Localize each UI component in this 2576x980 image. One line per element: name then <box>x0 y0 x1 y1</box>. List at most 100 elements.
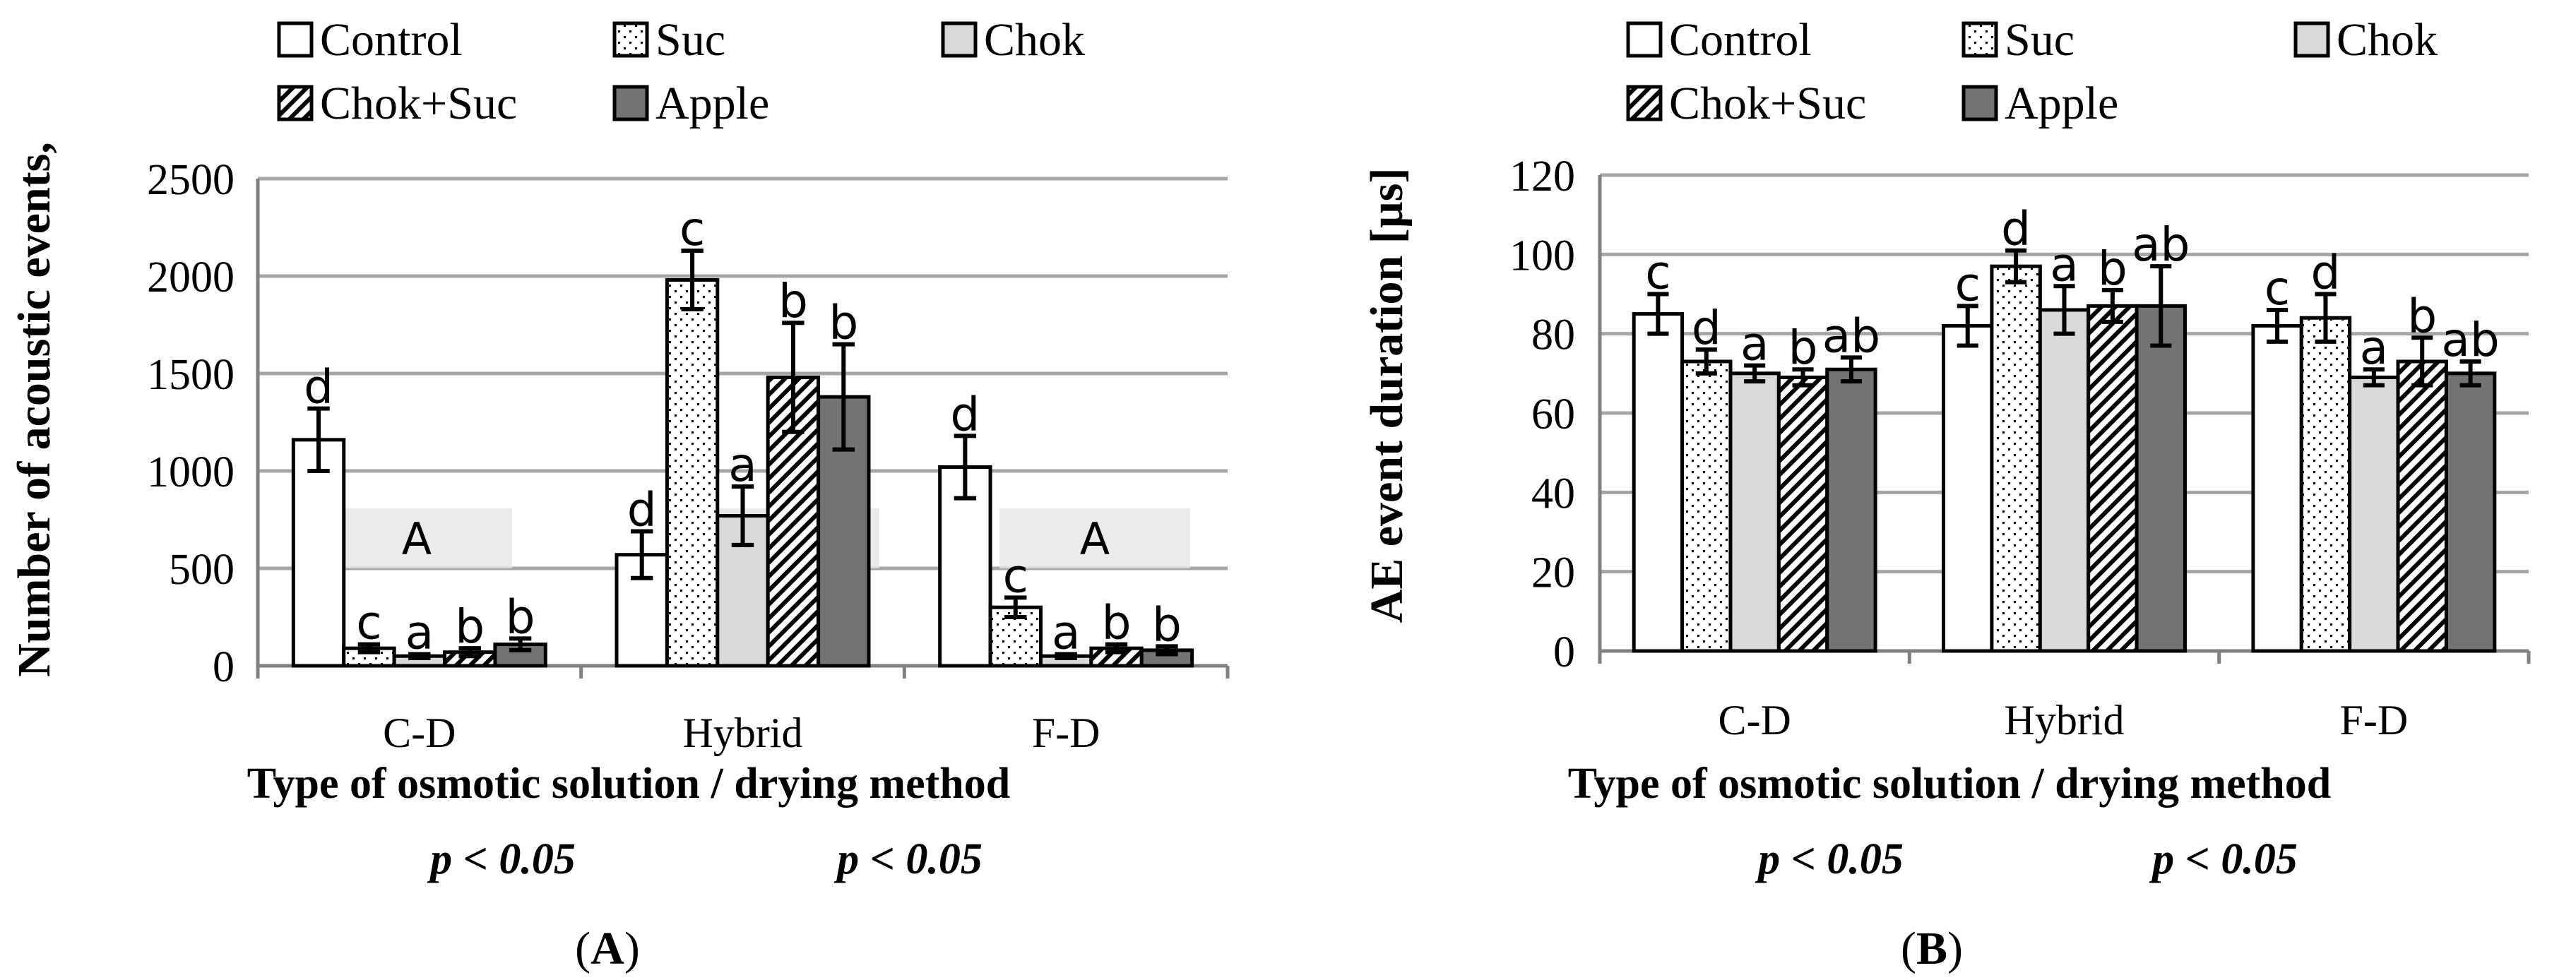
panel-a-y-tick-label: 1000 <box>147 448 235 496</box>
panel-b-y-tick-label: 0 <box>1553 628 1575 676</box>
panel-b-x-categories: C-D Hybrid F-D <box>1718 697 2408 743</box>
panel-b-bar-chok-c-d <box>1728 371 1781 653</box>
panel-b-y-tick-label: 80 <box>1531 311 1575 359</box>
panel-b-legend-label-control: Control <box>1669 14 1812 66</box>
panel-a-x-categories: C-D Hybrid F-D <box>383 710 1100 756</box>
panel-a-letter-suc-f-d: c <box>1003 549 1028 603</box>
panel-a-category-hybrid: Hybrid <box>683 710 803 756</box>
panel-b-legend-swatch-chok <box>2293 21 2330 58</box>
panel-a-y-tick-label: 2500 <box>147 156 235 204</box>
panel-a-legend-label-suc: Suc <box>655 14 725 66</box>
panel-a-legend-swatch-control <box>277 21 314 58</box>
panel-b-letter-chok-hybrid: a <box>2050 237 2078 292</box>
panel-a-y-tick-label: 1500 <box>147 351 235 399</box>
panel-b-letter-suc-f-d: d <box>2311 246 2341 300</box>
panel-a-legend-swatch-chok-suc <box>277 85 314 121</box>
panel-a-y-tick-label: 500 <box>169 546 235 594</box>
panel-a-legend-label-chok: Chok <box>984 14 1085 66</box>
panel-b-legend-label-suc: Suc <box>2005 14 2075 66</box>
panel-b-letter-apple-f-d: ab <box>2441 313 2499 367</box>
panel-a-label: (A) <box>575 923 640 974</box>
panel-a-y-tick-label: 0 <box>213 643 235 691</box>
panel-a-group-letter: A <box>402 513 432 565</box>
panel-a-legend-label-apple: Apple <box>655 78 769 129</box>
panel-b-category-hybrid: Hybrid <box>2005 697 2125 743</box>
panel-b-p-value-2: p < 0.05 <box>2149 835 2298 883</box>
panel-b-bar-control-f-d <box>2251 323 2303 653</box>
panel-b-y-ticks: 0 20 40 60 80 100 120 <box>1509 153 1575 676</box>
panel-a-y-tick-label: 2000 <box>147 253 235 301</box>
panel-b-letter-control-f-d: c <box>2265 261 2290 316</box>
panel-b-letter-chok-c-d: a <box>1740 317 1769 371</box>
panel-a-letter-control-f-d: d <box>950 387 980 441</box>
panel-a-legend-label-chok-suc: Chok+Suc <box>320 78 517 129</box>
panel-a-letter-suc-hybrid: c <box>679 202 705 256</box>
panel-b-y-axis-title: AE event duration [µs] <box>1361 168 1413 623</box>
panel-a-p-value-1: p < 0.05 <box>427 835 576 883</box>
panel-b-category-c-d: C-D <box>1718 697 1791 743</box>
panel-b-bar-apple-f-d <box>2444 371 2497 653</box>
panel-a-letter-apple-c-d: b <box>506 590 535 644</box>
panel-b-y-tick-label: 40 <box>1531 470 1575 518</box>
panel-a-letter-apple-hybrid: b <box>829 296 858 350</box>
panel-b-letter-chok-suc-c-d: b <box>1788 321 1818 375</box>
panel-a-letter-chok-suc-c-d: b <box>455 599 485 654</box>
panel-b-letter-chok-f-d: a <box>2360 321 2388 375</box>
panel-b-letter-chok-suc-f-d: b <box>2407 289 2437 343</box>
panel-a-y-ticks: 0 500 1000 1500 2000 2500 <box>147 156 235 691</box>
panel-a-letter-chok-suc-f-d: b <box>1102 596 1132 650</box>
panel-a-letter-suc-c-d: c <box>356 596 381 650</box>
panel-b-legend-label-apple: Apple <box>2005 78 2118 129</box>
panel-b-bar-chok-suc-hybrid <box>2087 304 2139 653</box>
panel-b-bar-chok-suc-c-d <box>1776 375 1829 653</box>
panel-b-legend: Control Suc Chok Chok+Suc Apple <box>1626 14 2438 129</box>
panel-a-x-axis-title: Type of osmotic solution / drying method <box>247 760 1010 808</box>
panel-a-legend-label-control: Control <box>320 14 463 66</box>
panel-b-bar-control-c-d <box>1632 312 1685 653</box>
panel-b-letter-control-c-d: c <box>1645 246 1670 300</box>
panel-a-bar-control-c-d <box>291 438 346 668</box>
panel-b-legend-swatch-control <box>1626 21 1663 58</box>
panel-a-letter-chok-hybrid: a <box>728 438 756 492</box>
panel-b-bar-apple-c-d <box>1825 367 1877 653</box>
panel-b-bar-suc-f-d <box>2299 316 2352 653</box>
panel-b-letter-apple-hybrid: ab <box>2132 217 2190 272</box>
panel-b-bar-suc-c-d <box>1680 359 1733 653</box>
panel-a-letter-chok-c-d: a <box>405 605 434 659</box>
panel-b-bar-chok-f-d <box>2348 375 2400 653</box>
panel-b-y-tick-label: 60 <box>1531 390 1575 438</box>
panel-b-legend-swatch-chok-suc <box>1626 85 1663 121</box>
panel-a-legend-swatch-apple <box>612 85 649 121</box>
panel-b-bars <box>1632 264 2497 653</box>
panel-b-letter-apple-c-d: ab <box>1822 309 1880 363</box>
panel-b-legend-swatch-suc <box>1961 21 1998 58</box>
panel-b-legend-label-chok: Chok <box>2337 14 2438 66</box>
panel-a-bar-suc-hybrid <box>665 278 720 668</box>
panel-a-letter-chok-f-d: a <box>1052 605 1080 659</box>
panel-a-y-axis-title: Number of acoustic events, <box>8 142 60 677</box>
panel-b-bar-chok-suc-f-d <box>2396 359 2448 653</box>
panel-b-legend-label-chok-suc: Chok+Suc <box>1669 78 1866 129</box>
panel-b-label: (B) <box>1901 923 1963 974</box>
panel-a-category-c-d: C-D <box>383 710 456 756</box>
panel-b-bar-control-hybrid <box>1942 323 1994 653</box>
panel-a-legend: Control Suc Chok Chok+Suc Apple <box>277 14 1085 129</box>
panel-b-letter-chok-suc-hybrid: b <box>2098 241 2127 296</box>
panel-a-legend-swatch-chok <box>941 21 978 58</box>
panel-a-p-value-2: p < 0.05 <box>833 835 983 883</box>
panel-b-letter-suc-c-d: d <box>1692 301 1721 355</box>
panel-a-letter-control-hybrid: d <box>627 483 657 537</box>
panel-b-x-axis-title: Type of osmotic solution / drying method <box>1568 760 2331 808</box>
panel-b-p-value-1: p < 0.05 <box>1755 835 1904 883</box>
panel-a-letter-control-c-d: d <box>304 360 333 414</box>
panel-b-letter-control-hybrid: c <box>1955 257 1981 311</box>
panel-b-y-tick-label: 100 <box>1509 232 1575 280</box>
panel-b-y-tick-label: 120 <box>1509 153 1575 201</box>
panel-a-category-f-d: F-D <box>1032 710 1100 756</box>
panel-a-group-letter: A <box>1080 513 1110 565</box>
panel-b-legend-swatch-apple <box>1961 85 1998 121</box>
